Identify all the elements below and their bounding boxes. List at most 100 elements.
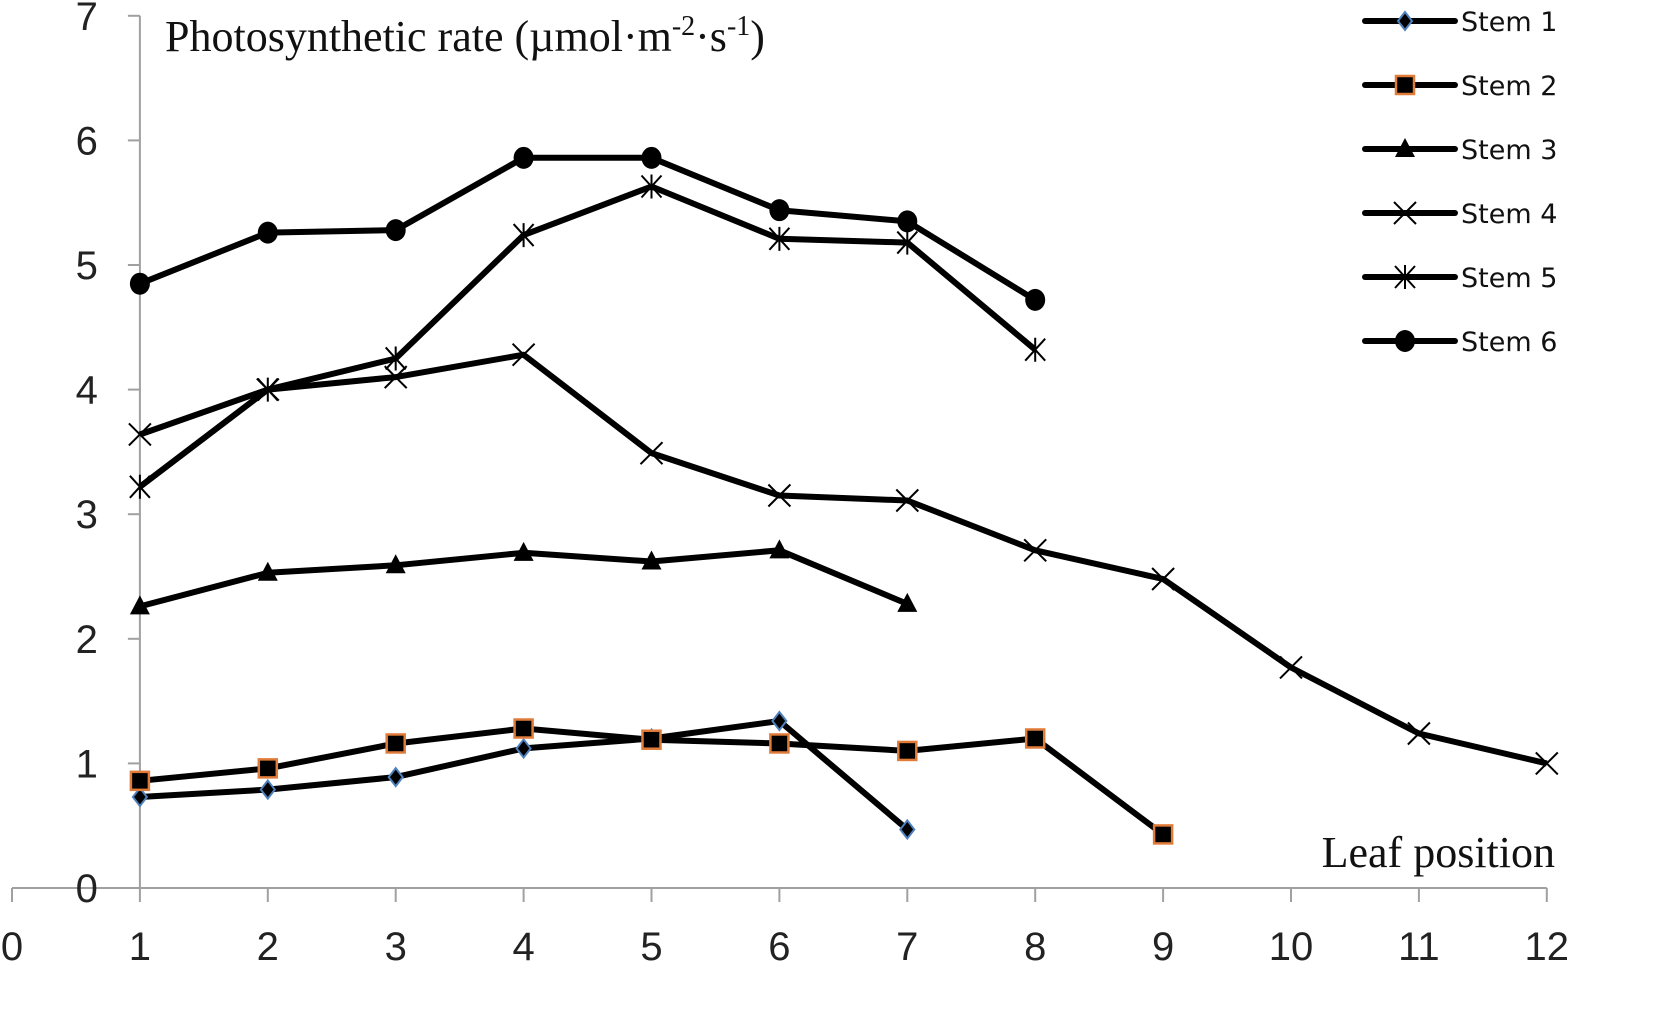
stem-5-asterisk-marker-icon [129,474,151,499]
stem-2-square-marker-icon [1024,728,1046,749]
stem-6-series [129,146,1046,311]
stem-1-diamond-marker-icon [259,778,277,801]
stem-2-square-marker-icon [513,718,534,739]
stem-4-x-marker-icon [1151,567,1175,591]
x-tick-label: 9 [1152,925,1174,969]
x-tick-label: 4 [512,925,534,969]
y-tick-label: 2 [76,618,98,662]
y-tick-label: 1 [76,742,98,786]
stem-5-asterisk-marker-icon [896,230,919,255]
stem-4-x-marker-icon [895,488,920,513]
stem-1-diamond-marker-icon [387,766,404,788]
legend-item-2: Stem 2 [1362,71,1557,102]
stem-2-series [129,718,1174,845]
y-tick-label: 4 [76,369,98,413]
x-tick-label: 6 [768,925,790,969]
y-tick-label: 6 [76,119,98,163]
x-tick-label: 11 [1398,925,1440,969]
legend-item-5: Stem 5 [1362,263,1557,294]
stem-2-square-marker-icon [769,733,790,754]
stem-6-circle-marker-icon [257,221,278,244]
stem-6-circle-marker-icon [513,146,534,169]
stem-2-square-marker-icon [385,733,406,754]
x-tick-label: 8 [1024,925,1046,969]
legend-item-1: Stem 1 [1362,7,1557,38]
stem-5-asterisk-marker-icon [257,377,279,402]
stem-4-x-marker-icon [767,483,792,508]
y-tick-label: 7 [76,0,98,39]
stem-4-x-marker-icon [383,365,408,389]
stem-5-asterisk-marker-icon [384,346,407,371]
x-tick-label: 12 [1525,925,1570,969]
stem-3-triangle-marker-icon [129,595,150,615]
legend-label: Stem 3 [1461,135,1557,166]
stem-4-x-marker-icon [128,422,152,447]
stem-6-circle-marker-icon [1025,288,1046,311]
stem-2-square-marker-icon [1394,74,1416,96]
stem-3-series [129,539,918,615]
stem-4-x-marker-icon [639,441,664,465]
stem-5-asterisk-marker-icon [1024,337,1046,362]
stem-4-x-marker-icon [1023,538,1047,563]
x-tick-label: 7 [896,925,918,969]
stem-1-series [131,710,916,841]
stem-2-square-marker-icon [1152,824,1174,845]
stem-6-circle-marker-icon [769,199,790,222]
legend-label: Stem 1 [1461,7,1557,38]
legend-item-6: Stem 6 [1362,327,1557,358]
legend-item-4: Stem 4 [1362,199,1557,230]
stem-2-square-marker-icon [257,758,279,779]
y-tick-label: 5 [76,244,98,288]
stem-3-triangle-marker-icon [769,539,790,559]
stem-3-triangle-marker-icon [257,561,278,581]
x-axis-title: Leaf position [1322,828,1555,877]
legend-label: Stem 4 [1461,199,1557,230]
stem-5-asterisk-marker-icon [1394,265,1416,289]
legend-label: Stem 2 [1461,71,1557,102]
stem-3-triangle-marker-icon [897,592,918,612]
x-tick-label: 2 [257,925,279,969]
series-line [138,183,1038,490]
axes [11,14,1548,902]
y-tick-label: 3 [76,493,98,537]
stem-4-x-marker-icon [1279,655,1303,680]
stem-2-square-marker-icon [897,740,918,762]
legend: Stem 1 Stem 2 Stem 3 Stem 4 Stem 5 Stem 6 [1362,7,1557,358]
stem-3-triangle-marker-icon [513,541,534,561]
stem-5-asterisk-marker-icon [640,174,663,199]
stem-3-triangle-marker-icon [385,554,406,574]
stem-2-square-marker-icon [129,770,151,792]
stem-1-diamond-marker-icon [1396,10,1414,32]
y-axis-title: Photosynthetic rate (µmol·m-2·s-1) [165,11,765,61]
stem-3-triangle-marker-icon [1395,138,1415,157]
series-line [138,351,1548,767]
stem-5-asterisk-marker-icon [768,226,791,251]
legend-label: Stem 5 [1461,263,1557,294]
stem-1-diamond-marker-icon [131,786,149,808]
series-group [128,146,1559,845]
stem-6-circle-marker-icon [385,219,406,242]
stem-1-diamond-marker-icon [899,818,916,841]
x-tick-label: 1 [129,925,151,969]
stem-2-square-marker-icon [641,729,662,750]
stem-5-asterisk-marker-icon [512,223,535,248]
x-tick-label: 0 [1,925,23,969]
series-line [138,154,1037,303]
stem-4-series [128,343,1559,776]
x-tick-label: 5 [640,925,662,969]
stem-5-series [129,174,1046,499]
stem-4-x-marker-icon [511,343,536,367]
stem-6-circle-marker-icon [641,146,662,169]
y-tick-label: 0 [76,867,98,911]
stem-4-x-marker-icon [1535,751,1559,776]
stem-4-x-marker-icon [1407,721,1431,746]
stem-6-circle-marker-icon [1395,330,1415,352]
x-tick-label: 3 [385,925,407,969]
stem-1-diamond-marker-icon [771,710,788,732]
stem-6-circle-marker-icon [897,210,918,233]
stem-3-triangle-marker-icon [641,550,662,570]
legend-item-3: Stem 3 [1362,135,1557,166]
legend-label: Stem 6 [1461,327,1557,358]
